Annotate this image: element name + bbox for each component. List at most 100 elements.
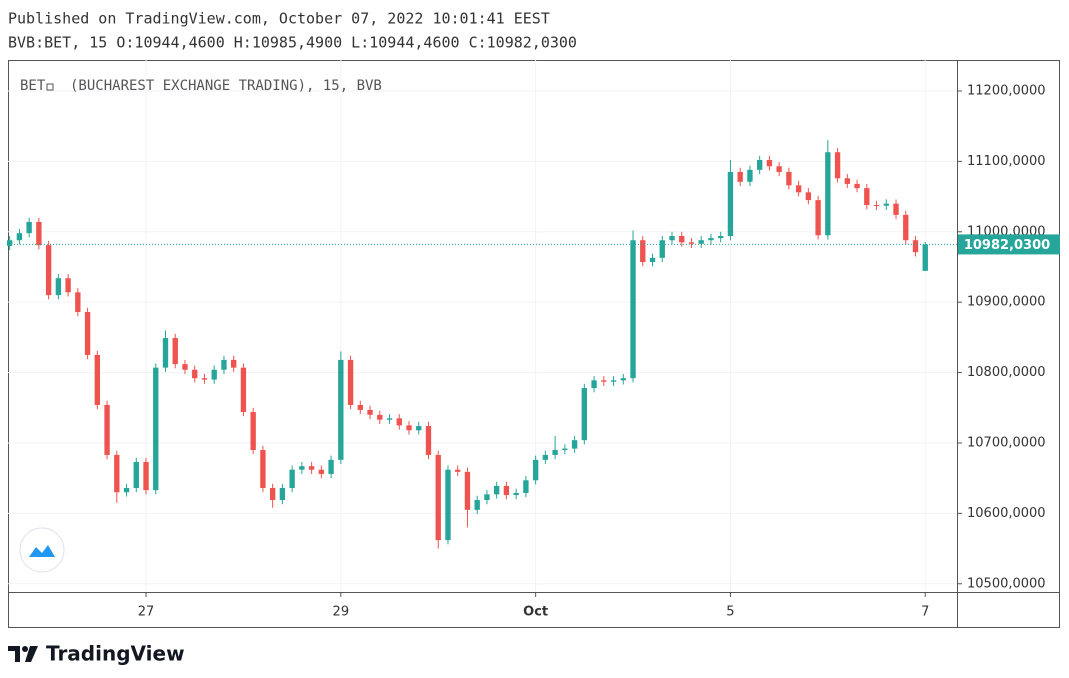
candle-body [620, 378, 626, 381]
candle-body [864, 188, 870, 206]
candle-body [182, 364, 188, 370]
candle-body [630, 240, 636, 379]
candle-body [445, 469, 451, 541]
candle-body [416, 426, 422, 431]
y-tick-label: 10900,0000 [967, 295, 1046, 310]
candle-body [26, 221, 32, 234]
candle-body [6, 240, 13, 246]
candle-body [36, 221, 42, 246]
candle-body [805, 192, 812, 201]
candle-body [260, 450, 266, 489]
brand-logo [8, 646, 38, 662]
x-tick-label: 5 [726, 605, 734, 620]
candle-body [776, 166, 782, 172]
candle-body [649, 257, 656, 263]
brand-text: TradingView [46, 642, 185, 666]
y-tick-label: 10500,0000 [967, 576, 1046, 591]
x-tick-label: 7 [921, 605, 929, 620]
candle-body [737, 171, 743, 182]
legend-symbol: BET [20, 78, 46, 94]
plot [6, 140, 957, 549]
candle-body [708, 238, 714, 241]
candle-body [532, 459, 539, 481]
candle-body [669, 235, 675, 241]
candle-body [299, 466, 305, 470]
candle-body [795, 185, 802, 193]
candle-body [231, 359, 237, 368]
candle-body [396, 418, 402, 426]
y-tick-label: 10700,0000 [967, 435, 1046, 450]
candle-body [513, 492, 519, 496]
candle-body [240, 367, 247, 412]
candle-body [16, 233, 23, 241]
candle-body [718, 235, 724, 239]
candle-body [201, 378, 208, 380]
candle-body [425, 426, 432, 455]
candle-body [640, 240, 646, 263]
candle-body [133, 461, 139, 489]
candle-body [903, 214, 909, 241]
candle-body [386, 418, 393, 420]
candle-body [922, 244, 928, 271]
candle-body [786, 171, 792, 186]
candle-body [114, 454, 120, 493]
y-tick-label: 11100,0000 [967, 154, 1046, 169]
candle-body [367, 409, 373, 415]
candle-body [123, 488, 130, 493]
candle-body [854, 183, 860, 189]
candle-body [542, 454, 549, 460]
candle-body [435, 454, 441, 541]
candle-body [455, 469, 461, 472]
candle-body [406, 425, 412, 431]
candle-body [727, 171, 734, 236]
candle-body [328, 459, 334, 474]
legend-flag [46, 83, 54, 91]
published-line: Published on TradingView.com, October 07… [8, 10, 550, 28]
candle-body [474, 499, 480, 510]
x-tick-label: 29 [333, 605, 350, 620]
candle-body [893, 203, 899, 215]
candle-body [162, 338, 169, 368]
candle-body [347, 359, 354, 405]
candle-body [747, 169, 753, 182]
candle-body [562, 448, 568, 451]
candle-body [279, 488, 286, 500]
candle-body [610, 380, 617, 382]
y-tick-label: 10600,0000 [967, 506, 1046, 521]
last-price-box [958, 234, 1060, 255]
x-tick-label: Oct [523, 605, 548, 620]
ohlc-line: BVB:BET, 15 O:10944,4600 H:10985,4900 L:… [8, 34, 577, 52]
x-tick-label: 27 [138, 605, 155, 620]
candle-body [825, 152, 831, 236]
candle-body [94, 354, 100, 405]
candle-body [912, 240, 919, 253]
candle-body [377, 414, 383, 420]
candle-body [493, 485, 500, 495]
candle-body [357, 404, 363, 410]
grid [8, 60, 957, 592]
candle-body [503, 485, 510, 496]
candle-body [815, 200, 821, 236]
candle-body [883, 203, 889, 206]
candle-body [464, 471, 471, 510]
candle-body [844, 178, 851, 184]
candle-body [250, 411, 256, 451]
candle-body [581, 388, 588, 441]
watermark-button[interactable] [19, 527, 65, 573]
candle-body [601, 380, 607, 382]
candle-body [172, 338, 178, 365]
candle-body [679, 235, 685, 243]
candle-body [571, 440, 578, 449]
candle-body [484, 494, 490, 500]
last-price-label: 10982,0300 [964, 238, 1050, 253]
candle-body [523, 480, 529, 493]
candle-body [153, 367, 159, 491]
candle-body [143, 461, 149, 491]
candle-body [756, 159, 763, 170]
candle-body [84, 312, 91, 355]
candle-body [75, 292, 81, 313]
y-tick-label: 10800,0000 [967, 365, 1046, 380]
candle-body [104, 404, 110, 455]
candle-body [659, 240, 665, 258]
